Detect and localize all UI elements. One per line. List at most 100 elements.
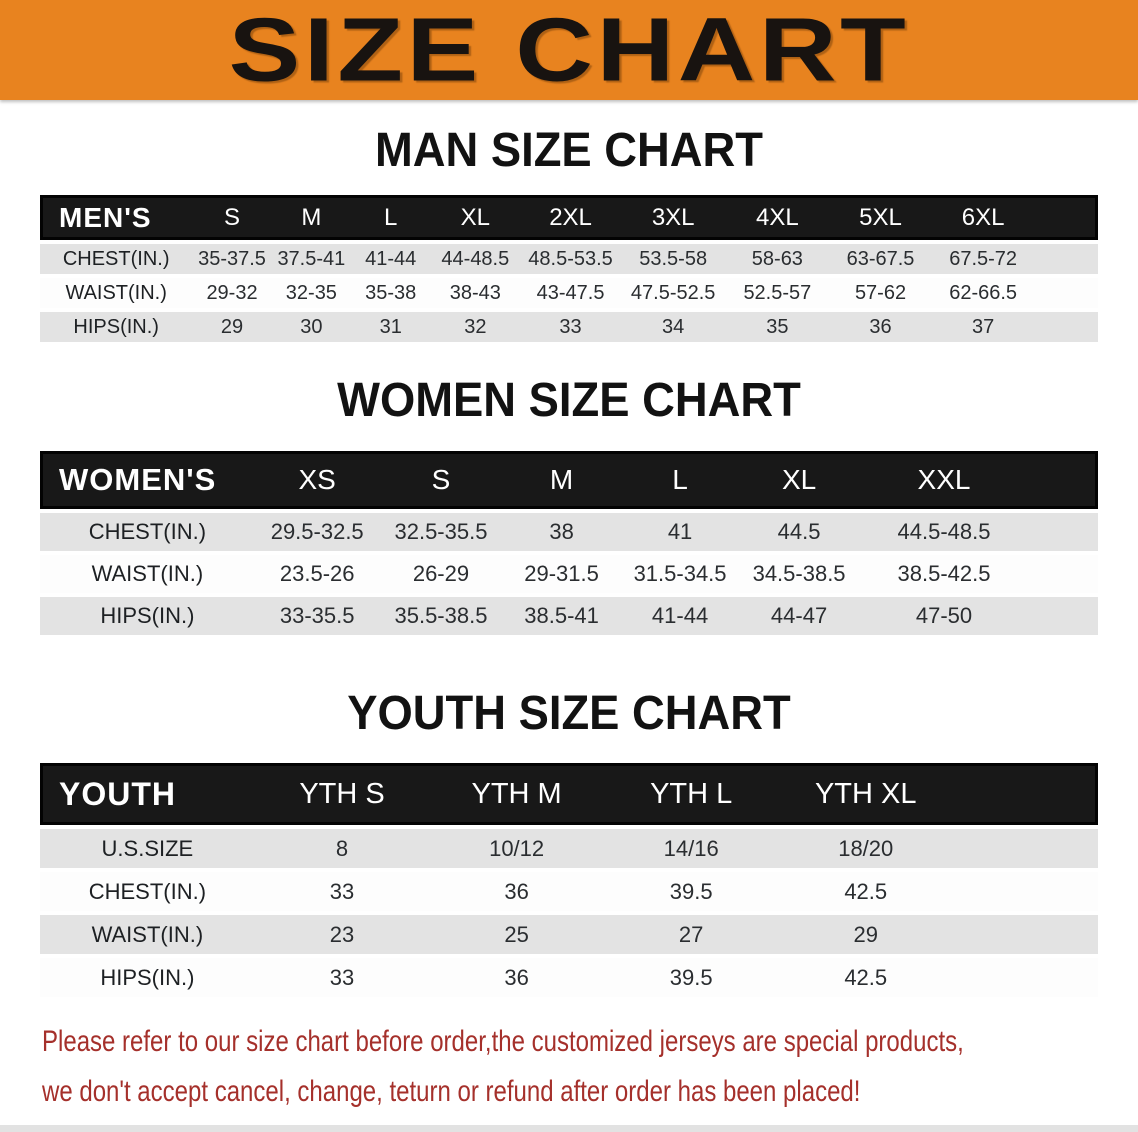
size-table: WOMEN'S XS S M L XL XXL CHEST(IN.) 29.5-32.5 32.5… xyxy=(40,447,1098,639)
size-value: 41 xyxy=(620,513,740,551)
size-value: 43-47.5 xyxy=(520,278,621,308)
size-value: 14/16 xyxy=(603,829,779,868)
size-column-header: YTH S xyxy=(254,763,430,825)
spacer-cell xyxy=(1034,278,1098,308)
size-value: 34.5-38.5 xyxy=(739,555,859,593)
spacer-cell xyxy=(1034,195,1098,240)
footnote: Please refer to our size chart before or… xyxy=(0,1001,1138,1117)
size-value: 44-48.5 xyxy=(430,244,521,274)
size-value: 44.5-48.5 xyxy=(858,513,1030,551)
row-label: WAIST(IN.) xyxy=(40,278,193,308)
row-label: WAIST(IN.) xyxy=(40,555,255,593)
spacer-cell xyxy=(1034,244,1098,274)
size-value: 35-37.5 xyxy=(192,244,272,274)
table-header-row: YOUTH YTH S YTH M YTH L YTH XL xyxy=(40,763,1098,825)
row-label: HIPS(IN.) xyxy=(40,958,255,997)
measurement-row: WAIST(IN.) 23.5-26 26-29 29-31.5 31.5-34.5 34… xyxy=(40,555,1098,593)
size-value: 38-43 xyxy=(430,278,521,308)
size-value: 8 xyxy=(254,829,430,868)
measurement-row: HIPS(IN.) 33-35.5 35.5-38.5 38.5-41 41-44 44-… xyxy=(40,597,1098,635)
footnote-line-2: we don't accept cancel, change, teturn o… xyxy=(42,1075,861,1108)
size-column-header: 5XL xyxy=(829,195,932,240)
row-label: U.S.SIZE xyxy=(40,829,255,868)
size-value: 33 xyxy=(520,312,621,342)
row-label: CHEST(IN.) xyxy=(40,513,255,551)
spacer-cell xyxy=(1029,513,1098,551)
size-value: 35.5-38.5 xyxy=(379,597,503,635)
table-corner-label: MEN'S xyxy=(40,195,193,240)
size-value: 39.5 xyxy=(603,872,779,911)
size-value: 42.5 xyxy=(778,872,954,911)
spacer-cell xyxy=(953,872,1098,911)
measurement-row: CHEST(IN.) 33 36 39.5 42.5 xyxy=(40,872,1098,911)
size-column-header: 2XL xyxy=(520,195,621,240)
size-value: 41-44 xyxy=(351,244,431,274)
size-value: 67.5-72 xyxy=(931,244,1035,274)
size-column-header: S xyxy=(379,451,503,509)
table-corner-label: WOMEN'S xyxy=(40,451,255,509)
size-column-header: YTH XL xyxy=(778,763,954,825)
row-label: CHEST(IN.) xyxy=(40,244,193,274)
table-header-row: MEN'S S M L XL 2XL 3XL 4XL 5XL 6XL xyxy=(40,195,1098,240)
size-value: 58-63 xyxy=(725,244,830,274)
row-label: HIPS(IN.) xyxy=(40,597,255,635)
banner: SIZE CHART xyxy=(0,0,1138,100)
size-value: 57-62 xyxy=(829,278,932,308)
size-column-header: XS xyxy=(254,451,380,509)
section-title: MAN SIZE CHART xyxy=(374,122,764,177)
measurement-row: WAIST(IN.) 23 25 27 29 xyxy=(40,915,1098,954)
size-column-header: L xyxy=(620,451,740,509)
size-value: 48.5-53.5 xyxy=(520,244,621,274)
spacer-cell xyxy=(1029,555,1098,593)
size-column-header: 4XL xyxy=(725,195,830,240)
size-value: 53.5-58 xyxy=(620,244,726,274)
size-value: 32 xyxy=(430,312,521,342)
size-value: 52.5-57 xyxy=(725,278,830,308)
table-corner-label: YOUTH xyxy=(40,763,255,825)
size-value: 35-38 xyxy=(351,278,431,308)
size-value: 41-44 xyxy=(620,597,740,635)
size-value: 37.5-41 xyxy=(271,244,352,274)
size-value: 63-67.5 xyxy=(829,244,932,274)
size-value: 29-32 xyxy=(192,278,272,308)
size-value: 44-47 xyxy=(739,597,859,635)
size-value: 23 xyxy=(254,915,430,954)
measurement-row: CHEST(IN.) 29.5-32.5 32.5-35.5 38 41 44.5 44.5… xyxy=(40,513,1098,551)
size-column-header: YTH M xyxy=(429,763,604,825)
row-label: HIPS(IN.) xyxy=(40,312,193,342)
banner-title: SIZE CHART xyxy=(228,0,910,100)
size-value: 62-66.5 xyxy=(931,278,1035,308)
size-value: 36 xyxy=(829,312,932,342)
size-value: 25 xyxy=(429,915,604,954)
size-value: 33 xyxy=(254,872,430,911)
measurement-row: U.S.SIZE 8 10/12 14/16 18/20 xyxy=(40,829,1098,868)
size-value: 31 xyxy=(351,312,431,342)
size-value: 29.5-32.5 xyxy=(254,513,380,551)
size-column-header: 6XL xyxy=(931,195,1035,240)
section-title: YOUTH SIZE CHART xyxy=(347,685,791,740)
size-column-header: YTH L xyxy=(603,763,779,825)
size-value: 47-50 xyxy=(858,597,1030,635)
size-value: 38.5-42.5 xyxy=(858,555,1030,593)
size-value: 31.5-34.5 xyxy=(620,555,740,593)
spacer-cell xyxy=(1029,451,1098,509)
size-value: 47.5-52.5 xyxy=(620,278,726,308)
size-value: 38.5-41 xyxy=(502,597,621,635)
size-table: MEN'S S M L XL 2XL 3XL 4XL 5XL 6XL CHEST(IN.) 35-37… xyxy=(40,191,1098,346)
size-value: 44.5 xyxy=(739,513,859,551)
measurement-row: WAIST(IN.) 29-32 32-35 35-38 38-43 43-47.5 47.… xyxy=(40,278,1098,308)
size-value: 37 xyxy=(931,312,1035,342)
size-value: 38 xyxy=(502,513,621,551)
size-value: 36 xyxy=(429,958,604,997)
size-value: 26-29 xyxy=(379,555,503,593)
spacer-cell xyxy=(953,915,1098,954)
size-chart-section: MAN SIZE CHART MEN'S S M L XL 2XL 3XL 4XL 5XL 6XL C… xyxy=(0,122,1138,346)
size-column-header: XL xyxy=(430,195,521,240)
row-label: CHEST(IN.) xyxy=(40,872,255,911)
size-value: 23.5-26 xyxy=(254,555,380,593)
table-header-row: WOMEN'S XS S M L XL XXL xyxy=(40,451,1098,509)
size-value: 32-35 xyxy=(271,278,352,308)
size-value: 29 xyxy=(192,312,272,342)
spacer-cell xyxy=(953,829,1098,868)
size-value: 34 xyxy=(620,312,726,342)
